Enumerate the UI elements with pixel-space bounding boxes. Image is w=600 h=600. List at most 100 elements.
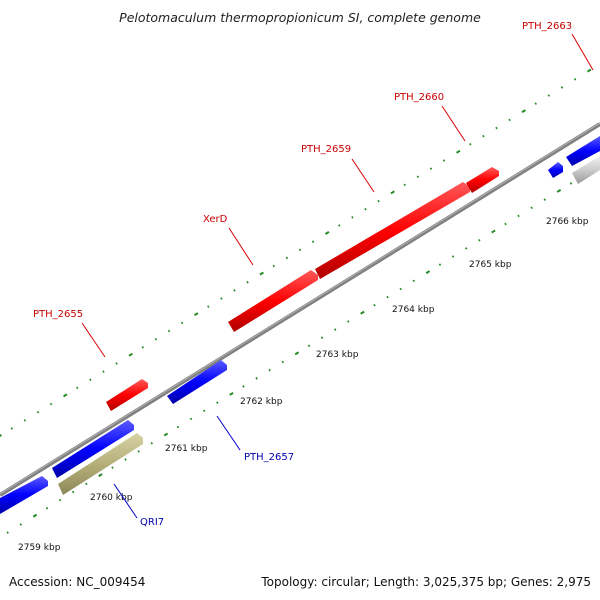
tick-mark [338, 224, 341, 227]
gene-label[interactable]: PTH_2655 [33, 309, 83, 320]
tick-mark [23, 419, 27, 422]
tick-mark [478, 238, 481, 242]
tick-mark [76, 386, 79, 390]
tick-mark [281, 360, 284, 364]
tick-mark [377, 199, 380, 203]
tick-mark [268, 368, 271, 372]
gene-label[interactable]: PTH_2660 [394, 92, 444, 103]
tick-mark [111, 466, 114, 469]
tick-mark [469, 142, 472, 146]
gene-features [0, 136, 600, 514]
scale-labels: 2759 kbp 2760 kbp 2761 kbp 2762 kbp 2763 kbp… [18, 217, 589, 553]
gene-label[interactable]: PTH_2657 [244, 452, 294, 463]
tick-mark [403, 183, 406, 187]
tick-mark [115, 362, 118, 365]
tick-mark [32, 513, 38, 518]
tick-mark [569, 182, 573, 185]
tick-mark [216, 401, 219, 404]
gene-arrow-reverse-1[interactable] [52, 420, 134, 478]
map-title: Pelotomaculum thermopropionicum SI, comp… [119, 10, 481, 25]
gene-label[interactable]: XerD [203, 214, 228, 225]
tick-mark [482, 134, 485, 138]
tick-mark [560, 86, 564, 89]
tick-mark [534, 102, 537, 105]
tick-mark [176, 425, 180, 429]
tick-mark [202, 409, 206, 413]
tick-mark [333, 328, 337, 331]
gene-arrow-reverse-2[interactable] [0, 476, 48, 514]
tick-mark [521, 109, 526, 114]
tick-mark [6, 531, 9, 534]
tick-mark [307, 344, 311, 348]
scale-label: 2759 kbp [18, 543, 61, 553]
tick-mark [464, 247, 468, 250]
gene-arrow-pth2659[interactable] [315, 182, 470, 279]
gene-label-leader [81, 322, 106, 358]
gene-arrow-pth2655[interactable] [106, 379, 148, 411]
gene-label-leader [441, 105, 466, 142]
tick-mark [98, 473, 103, 478]
gene-arrow-reverse-3[interactable] [548, 162, 563, 178]
tick-mark [530, 206, 533, 210]
tick-mark [285, 256, 289, 260]
outer-tick-marks [0, 68, 592, 437]
tick-mark [220, 297, 223, 300]
gene-label[interactable]: QRI7 [140, 517, 164, 528]
scale-label: 2764 kbp [392, 305, 435, 315]
tick-mark [517, 214, 520, 218]
tick-mark [89, 378, 92, 382]
tick-mark [425, 270, 431, 275]
feature-qri7[interactable] [58, 433, 143, 495]
tick-mark [71, 490, 75, 494]
tick-mark [19, 523, 22, 526]
tick-mark [347, 320, 350, 323]
gene-label-leader [216, 415, 241, 451]
tick-mark [416, 175, 420, 179]
tick-mark [180, 321, 184, 325]
tick-mark [102, 370, 105, 373]
gene-label-leader [113, 483, 138, 519]
scale-label: 2760 kbp [90, 493, 133, 503]
inner-tick-marks [6, 165, 599, 534]
tick-mark [351, 216, 354, 219]
tick-mark [233, 289, 236, 292]
tick-mark [586, 68, 592, 73]
tick-mark [154, 337, 158, 341]
tick-mark [0, 434, 2, 437]
gene-label-leader [571, 33, 594, 71]
gene-arrow-reverse-4[interactable] [566, 136, 600, 166]
tick-mark [242, 385, 245, 388]
tick-mark [272, 264, 275, 268]
tick-mark [442, 159, 446, 162]
tick-mark [547, 94, 551, 97]
tick-mark [193, 312, 199, 317]
tick-mark [45, 506, 49, 510]
tick-mark [373, 303, 376, 307]
gene-arrow-pth2657[interactable] [167, 360, 227, 404]
gene-label[interactable]: PTH_2663 [522, 21, 572, 32]
tick-mark [294, 351, 300, 356]
tick-mark [508, 118, 511, 122]
tick-mark [255, 377, 258, 380]
gene-label[interactable]: PTH_2659 [301, 144, 351, 155]
tick-mark [438, 263, 442, 266]
tick-mark [504, 222, 507, 226]
tick-mark [49, 402, 53, 406]
tick-mark [491, 229, 496, 234]
tick-mark [85, 482, 88, 486]
gene-arrow-pth2660[interactable] [466, 167, 499, 193]
feature-grey[interactable] [572, 156, 600, 184]
tick-mark [10, 427, 13, 430]
accession-text: Accession: NC_009454 [9, 575, 145, 589]
tick-mark [124, 458, 127, 461]
tick-mark [360, 310, 365, 315]
gene-arrow-xerd[interactable] [228, 270, 318, 332]
gene-label-leader [228, 227, 254, 266]
summary-text: Topology: circular; Length: 3,025,375 bp… [260, 575, 591, 589]
tick-mark [556, 189, 562, 193]
tick-mark [141, 345, 144, 349]
tick-mark [229, 392, 234, 396]
tick-mark [451, 255, 455, 258]
tick-mark [386, 295, 389, 299]
